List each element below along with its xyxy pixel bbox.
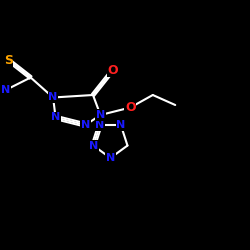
Text: O: O	[125, 101, 136, 114]
Text: N: N	[51, 112, 60, 122]
Text: N: N	[96, 110, 105, 120]
Text: N: N	[116, 120, 126, 130]
Text: N: N	[81, 120, 90, 130]
Text: N: N	[48, 92, 58, 102]
Text: N: N	[89, 140, 98, 150]
Text: N: N	[106, 153, 115, 163]
Text: O: O	[108, 64, 118, 76]
Text: S: S	[4, 54, 13, 66]
Text: N: N	[95, 120, 104, 130]
Text: N: N	[1, 85, 10, 95]
